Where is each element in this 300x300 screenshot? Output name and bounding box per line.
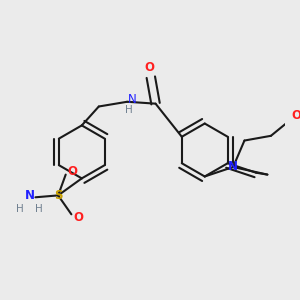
Text: N: N [128, 93, 136, 106]
Text: O: O [73, 211, 83, 224]
Text: H: H [35, 204, 43, 214]
Text: O: O [67, 165, 77, 178]
Text: O: O [292, 110, 300, 122]
Text: N: N [228, 160, 238, 172]
Text: N: N [25, 189, 35, 202]
Text: O: O [144, 61, 154, 74]
Text: H: H [125, 105, 133, 115]
Text: H: H [16, 204, 24, 214]
Text: S: S [54, 189, 62, 202]
